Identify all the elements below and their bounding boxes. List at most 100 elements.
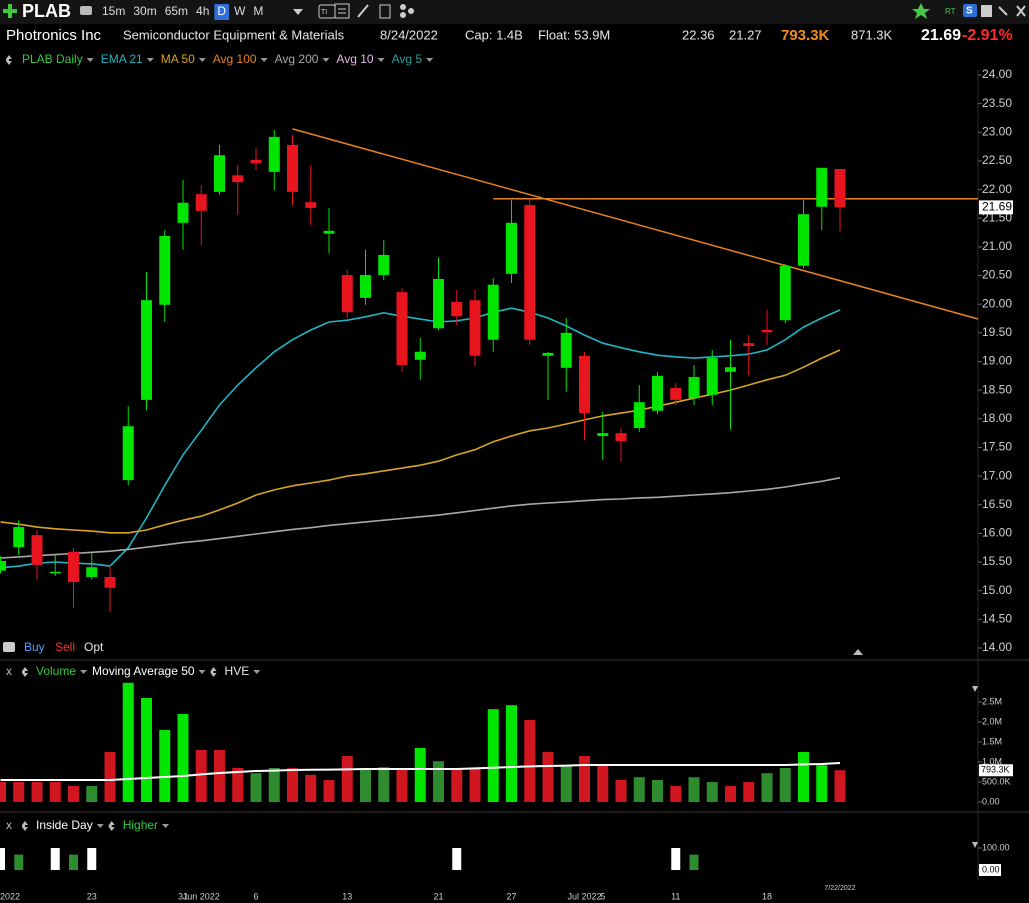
- float: Float: 53.9M: [538, 27, 610, 42]
- candle-body: [506, 222, 517, 274]
- tools-icon[interactable]: [80, 6, 92, 15]
- legend-entry[interactable]: Avg 10: [336, 52, 373, 66]
- candle-body: [670, 387, 682, 400]
- legend-entry[interactable]: Volume: [36, 664, 76, 678]
- updown-icon: [22, 821, 28, 831]
- moving-average: [0, 477, 841, 559]
- volume-bar: [195, 750, 207, 802]
- timeframe[interactable]: M: [253, 4, 263, 18]
- x-tick-label: 6: [253, 891, 258, 901]
- legend-entry[interactable]: Avg 200: [275, 52, 319, 66]
- candle-body: [816, 167, 828, 207]
- candle-body: [396, 292, 408, 365]
- volume-bar: [360, 768, 371, 802]
- y-tick-label: 18.00: [982, 411, 1012, 425]
- date: 8/24/2022: [380, 27, 438, 42]
- dropdown-caret[interactable]: [426, 58, 434, 62]
- rt-badge[interactable]: RT: [945, 7, 956, 16]
- dropdown-caret[interactable]: [96, 824, 104, 828]
- volume-bar: [597, 766, 609, 802]
- candle-body: [597, 433, 609, 436]
- volume-bar: [396, 768, 408, 802]
- volume-bar: [652, 780, 663, 802]
- timeframe[interactable]: D: [217, 4, 226, 18]
- y-tick-label: 23.50: [982, 96, 1012, 110]
- dropdown-caret[interactable]: [253, 670, 261, 674]
- x-tick-label: 21: [433, 891, 443, 901]
- updown-icon: [22, 667, 28, 677]
- dropdown-caret[interactable]: [198, 670, 206, 674]
- volume-bar: [451, 768, 463, 802]
- legend-entry[interactable]: Avg 100: [213, 52, 257, 66]
- dropdown-caret[interactable]: [86, 58, 94, 62]
- dropdown-caret[interactable]: [377, 58, 385, 62]
- symbol[interactable]: PLAB: [22, 1, 71, 21]
- legend-entry[interactable]: Inside Day: [36, 818, 93, 832]
- candle-body: [31, 535, 43, 565]
- volume-bar: [86, 786, 98, 802]
- y-tick-label: 18.50: [982, 382, 1012, 396]
- sell-button[interactable]: Sell: [55, 640, 75, 654]
- y-tick-label: 0.00: [982, 864, 1000, 874]
- dropdown-caret[interactable]: [260, 58, 268, 62]
- x-tick-label: 11: [671, 891, 680, 901]
- volume-bar: [287, 768, 298, 802]
- s-badge[interactable]: S: [966, 6, 973, 17]
- change: -2.91%: [962, 27, 1013, 44]
- volume-bar: [816, 765, 828, 802]
- candle-body: [268, 136, 280, 172]
- volume-bar: [323, 780, 335, 802]
- opt-button[interactable]: Opt: [84, 640, 104, 654]
- toolbar-icons[interactable]: TI: [293, 3, 414, 19]
- day-high: 22.36: [682, 27, 715, 42]
- buy-button[interactable]: Buy: [24, 640, 45, 654]
- scroll-marker[interactable]: [972, 842, 978, 848]
- candle-body: [49, 571, 61, 574]
- volume-bar: [232, 768, 244, 802]
- legend-entry[interactable]: MA 50: [161, 52, 195, 66]
- y-tick-label: 1.5M: [982, 736, 1002, 746]
- volume-bar: [214, 750, 225, 802]
- trade-icon[interactable]: [3, 642, 15, 652]
- candle-body: [323, 230, 335, 234]
- dropdown-caret[interactable]: [80, 670, 88, 674]
- volume-bar: [524, 720, 536, 802]
- timeframe[interactable]: 65m: [165, 4, 188, 18]
- candle-body: [487, 284, 499, 340]
- timeframe[interactable]: 15m: [102, 4, 125, 18]
- timeframe[interactable]: W: [234, 4, 246, 18]
- toolbar-bg: [0, 0, 1029, 24]
- scroll-marker[interactable]: [853, 649, 863, 655]
- volume-bar: [250, 773, 262, 802]
- volume-bar: [414, 748, 426, 802]
- close-panel[interactable]: x: [6, 818, 12, 832]
- legend-entry[interactable]: PLAB Daily: [22, 52, 83, 66]
- sector: Semiconductor Equipment & Materials: [123, 27, 345, 42]
- legend-entry[interactable]: EMA 21: [101, 52, 143, 66]
- volume-bar: [378, 767, 390, 802]
- legend-entry[interactable]: Higher: [123, 818, 158, 832]
- volume-bar: [487, 709, 499, 802]
- candle-body: [287, 144, 298, 192]
- dropdown-caret[interactable]: [198, 58, 206, 62]
- volume: 793.3K: [781, 27, 830, 44]
- dropdown-caret[interactable]: [162, 824, 170, 828]
- candle-body: [451, 301, 463, 317]
- timeframe[interactable]: 4h: [196, 4, 209, 18]
- right-icons[interactable]: [912, 3, 1026, 19]
- timeframe[interactable]: 30m: [133, 4, 156, 18]
- volume-bar: [0, 782, 6, 802]
- scroll-marker[interactable]: [972, 686, 978, 692]
- indicator-bar: [689, 854, 699, 870]
- y-tick-label: 22.50: [982, 153, 1012, 167]
- dropdown-caret[interactable]: [146, 58, 154, 62]
- volume-bar: [688, 777, 700, 802]
- dropdown-caret[interactable]: [322, 58, 330, 62]
- close-panel[interactable]: x: [6, 664, 12, 678]
- add-symbol-icon[interactable]: [3, 4, 17, 18]
- volume-bar: [779, 768, 791, 802]
- legend-entry[interactable]: Moving Average 50: [92, 664, 195, 678]
- candle-body: [341, 274, 353, 313]
- legend-entry[interactable]: Avg 5: [392, 52, 423, 66]
- legend-entry[interactable]: HVE: [225, 664, 250, 678]
